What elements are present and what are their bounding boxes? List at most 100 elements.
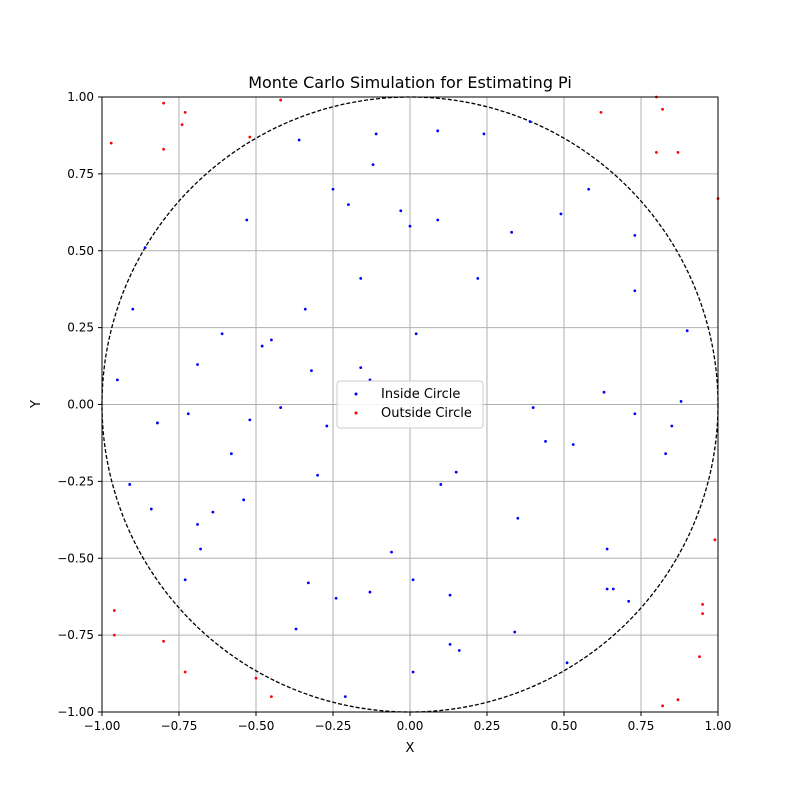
point-inside-circle — [343, 695, 347, 699]
legend-marker-inside — [354, 392, 358, 396]
point-inside-circle — [457, 649, 461, 652]
y-tick-label: −0.50 — [57, 551, 94, 565]
point-inside-circle — [220, 332, 224, 336]
point-inside-circle — [306, 581, 310, 585]
point-inside-circle — [399, 209, 403, 213]
y-tick-label: 0.75 — [67, 167, 94, 181]
point-inside-circle — [310, 369, 313, 373]
y-tick-label: 0.00 — [67, 398, 94, 412]
point-inside-circle — [516, 516, 520, 520]
point-inside-circle — [156, 421, 159, 425]
point-outside-circle — [162, 147, 166, 151]
point-outside-circle — [180, 123, 184, 127]
point-inside-circle — [510, 230, 514, 234]
x-tick-label: 0.25 — [474, 719, 501, 733]
point-inside-circle — [131, 307, 135, 311]
point-inside-circle — [196, 363, 199, 366]
x-tick-label: 0.00 — [397, 719, 424, 733]
x-axis-ticks: −1.00 −0.75 −0.50 −0.25 0.00 0.25 0.50 0.75 1.00 — [84, 712, 731, 733]
chart-title: Monte Carlo Simulation for Estimating Pi — [248, 73, 572, 92]
point-inside-circle — [587, 187, 591, 191]
point-inside-circle — [633, 289, 637, 293]
point-inside-circle — [270, 338, 273, 342]
y-axis-ticks: −1.00 −0.75 −0.50 −0.25 0.00 0.25 0.50 0.75 1.00 — [57, 90, 102, 719]
point-outside-circle — [270, 695, 273, 699]
point-inside-circle — [371, 163, 375, 167]
point-inside-circle — [605, 547, 609, 551]
point-inside-circle — [411, 578, 415, 582]
x-tick-label: −0.25 — [315, 719, 352, 733]
point-outside-circle — [599, 110, 603, 114]
point-outside-circle — [112, 633, 116, 637]
point-outside-circle — [655, 150, 658, 154]
point-outside-circle — [279, 98, 283, 102]
point-inside-circle — [571, 443, 575, 446]
legend-label-outside: Outside Circle — [381, 406, 472, 421]
point-inside-circle — [143, 246, 147, 250]
point-inside-circle — [116, 378, 119, 382]
point-inside-circle — [664, 452, 668, 456]
point-inside-circle — [559, 212, 563, 216]
point-outside-circle — [713, 538, 717, 542]
legend: Inside Circle Outside Circle — [336, 380, 484, 429]
point-inside-circle — [679, 400, 683, 403]
point-inside-circle — [331, 187, 335, 191]
point-inside-circle — [229, 452, 233, 456]
point-inside-circle — [279, 406, 283, 409]
point-outside-circle — [254, 676, 258, 680]
point-inside-circle — [294, 627, 298, 631]
point-inside-circle — [297, 138, 301, 142]
point-outside-circle — [676, 698, 680, 702]
data-points — [109, 95, 720, 708]
point-inside-circle — [414, 332, 418, 336]
point-outside-circle — [162, 101, 166, 105]
point-outside-circle — [183, 670, 187, 674]
point-inside-circle — [411, 670, 415, 674]
x-tick-label: −0.50 — [238, 719, 275, 733]
point-outside-circle — [698, 655, 701, 659]
point-inside-circle — [448, 593, 452, 597]
point-inside-circle — [368, 590, 372, 594]
point-outside-circle — [701, 612, 704, 615]
x-axis-label: X — [406, 741, 415, 756]
point-inside-circle — [528, 120, 532, 123]
point-inside-circle — [390, 550, 393, 554]
y-tick-label: 0.50 — [67, 244, 94, 258]
y-tick-label: −0.75 — [57, 628, 94, 642]
y-tick-label: −1.00 — [57, 705, 94, 719]
point-inside-circle — [199, 547, 202, 551]
point-outside-circle — [112, 609, 116, 612]
point-inside-circle — [347, 203, 350, 207]
point-inside-circle — [316, 473, 319, 477]
point-inside-circle — [359, 366, 363, 369]
point-inside-circle — [260, 344, 264, 348]
point-inside-circle — [627, 599, 631, 603]
point-inside-circle — [448, 642, 452, 646]
point-inside-circle — [513, 630, 517, 634]
point-outside-circle — [661, 704, 664, 708]
point-inside-circle — [476, 277, 480, 280]
point-inside-circle — [186, 412, 190, 416]
point-inside-circle — [565, 661, 569, 665]
point-outside-circle — [109, 141, 113, 145]
point-inside-circle — [211, 510, 215, 514]
point-inside-circle — [602, 390, 606, 394]
point-outside-circle — [162, 639, 166, 643]
point-inside-circle — [325, 424, 329, 428]
point-outside-circle — [676, 150, 680, 154]
point-inside-circle — [531, 406, 535, 409]
x-tick-label: 0.50 — [551, 719, 578, 733]
point-inside-circle — [374, 132, 378, 136]
point-inside-circle — [611, 587, 615, 591]
legend-marker-outside — [354, 411, 358, 415]
y-axis-label: Y — [29, 400, 44, 409]
point-inside-circle — [334, 596, 338, 600]
point-inside-circle — [436, 218, 440, 222]
point-inside-circle — [196, 523, 199, 526]
point-inside-circle — [670, 424, 674, 428]
point-inside-circle — [436, 129, 440, 133]
point-outside-circle — [183, 110, 187, 114]
point-inside-circle — [149, 507, 153, 511]
